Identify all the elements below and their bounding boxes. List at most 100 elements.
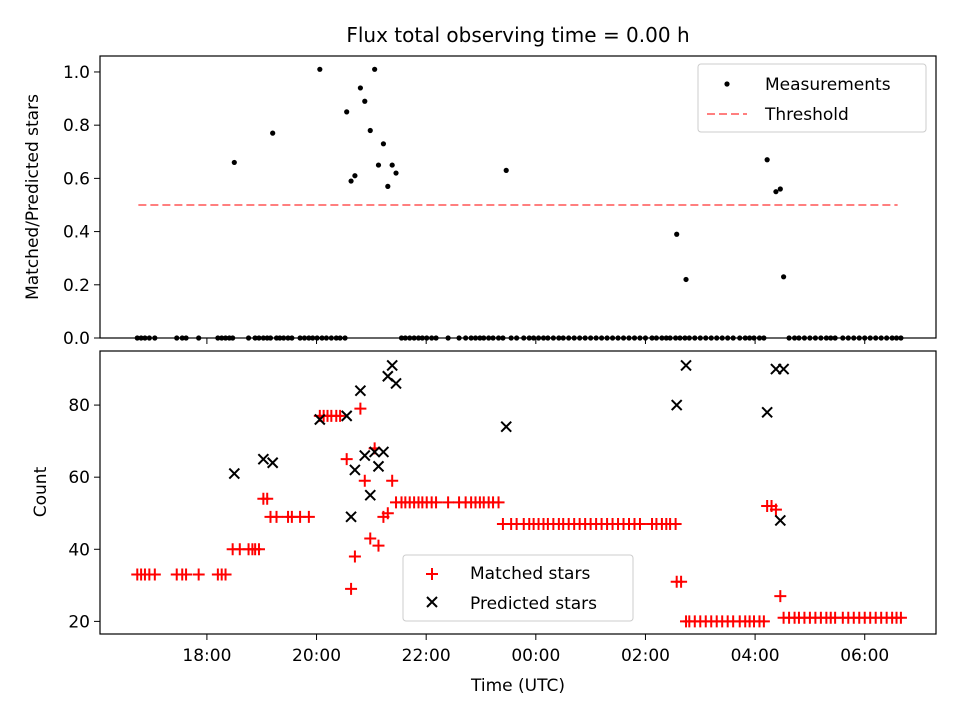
matched-star-point [270,510,283,523]
measurement-point [393,170,399,176]
matched-star-point [148,568,161,581]
matched-star-point [364,532,377,545]
matched-star-point [769,503,782,516]
measurement-point [764,157,770,163]
measurement-point [503,167,509,173]
top-ticks: 0.0 0.2 0.4 0.6 0.8 1.0 [63,63,866,349]
bottom-y-tick-label: 40 [68,540,90,560]
predicted-star-point [377,446,390,458]
matched-star-point [334,409,347,422]
chart-title: Flux total observing time = 0.00 h [346,23,689,47]
measurement-point [344,109,350,115]
predicted-star-point [777,363,790,375]
matched-star-point [354,402,367,415]
top-y-tick-label: 0.4 [63,223,90,243]
bottom-y-tick-label: 20 [68,612,90,632]
legend-matched-marker [426,568,438,580]
bottom-legend: Matched stars Predicted stars [402,554,634,622]
matched-star-point [894,611,907,624]
top-axes-frame [99,55,937,339]
predicted-star-point [228,467,241,480]
matched-star-point [219,568,232,581]
matched-star-point [757,615,770,628]
legend-predicted-marker [426,596,438,608]
predicted-star-point [372,460,385,473]
matched-star-point [372,539,385,552]
bottom-x-tick-label: 04:00 [731,646,780,666]
measurement-point [372,66,378,72]
matched-star-point [381,507,394,520]
predicted-star-point [368,446,381,458]
matched-star-point [340,453,353,466]
measurement-point [375,162,382,168]
predicted-star-point [761,406,773,418]
matched-star-point [302,510,315,523]
bottom-legend-box [402,554,634,622]
measurement-point [367,127,373,134]
predicted-star-point [349,464,361,476]
legend-predicted-label: Predicted stars [470,594,597,614]
bottom-marks [131,359,907,628]
legend-measurements-label: Measurements [765,75,891,95]
x-axis-label: Time (UTC) [470,676,565,696]
bottom-y-tick-label: 80 [68,396,90,416]
bottom-x-tick-label: 20:00 [292,646,341,666]
measurement-point [674,231,680,237]
measurement-point [317,66,323,72]
top-y-tick-label: 0.6 [63,169,90,189]
bottom-ticks: 20 40 60 80 18:00 20:00 22:00 00:00 02:00 04:00 06… [68,396,889,666]
measurement-point [773,189,779,195]
predicted-star-point [257,453,270,465]
measurement-point [352,173,358,179]
measurement-point [380,141,387,147]
matched-star-point [492,496,505,509]
matched-star-point [442,496,455,509]
matched-star-point [345,582,358,595]
predicted-star-point [364,489,376,501]
top-legend-box [697,63,927,133]
legend-measurements-marker [724,81,730,87]
bottom-x-tick-label: 18:00 [182,646,231,666]
measurement-point [389,162,395,168]
predicted-star-point [386,359,398,372]
top-y-tick-label: 0.0 [63,329,90,349]
predicted-star-point [340,410,353,422]
legend-matched-label: Matched stars [470,564,590,584]
predicted-star-point [266,457,279,469]
measurement-point [683,276,689,283]
bottom-x-tick-label: 06:00 [840,646,889,666]
top-panel: 0.0 0.2 0.4 0.6 0.8 1.0 Matched/Predicted sta… [23,55,937,349]
top-y-axis-label: Matched/Predicted stars [23,94,43,300]
predicted-star-point [359,449,371,462]
top-y-tick-label: 1.0 [63,63,90,83]
matched-star-point [386,474,399,487]
matched-star-point [348,550,361,563]
matched-star-point [192,568,205,581]
measurement-point [348,178,354,184]
matched-star-point [252,543,265,556]
bottom-y-tick-label: 60 [68,468,90,488]
matched-star-point [180,568,193,581]
predicted-star-point [680,359,692,372]
predicted-star-point [354,384,367,397]
matched-star-point [633,518,646,531]
top-y-tick-label: 0.2 [63,276,90,296]
predicted-star-point [500,420,512,433]
bottom-x-tick-label: 02:00 [621,646,670,666]
predicted-star-point [670,399,683,411]
predicted-star-point [314,413,326,426]
measurement-point [781,274,787,280]
predicted-star-point [390,377,402,390]
measurement-point [270,130,276,136]
measurement-point [385,183,391,189]
top-legend: Measurements Threshold [697,63,927,133]
measurement-point [357,85,363,91]
matched-star-point [675,575,688,588]
matched-star-point [669,518,682,531]
measurement-point [231,159,237,166]
predicted-star-point [774,514,787,527]
top-y-tick-label: 0.8 [63,116,90,136]
legend-threshold-label: Threshold [764,105,849,125]
matched-star-point [774,590,787,603]
